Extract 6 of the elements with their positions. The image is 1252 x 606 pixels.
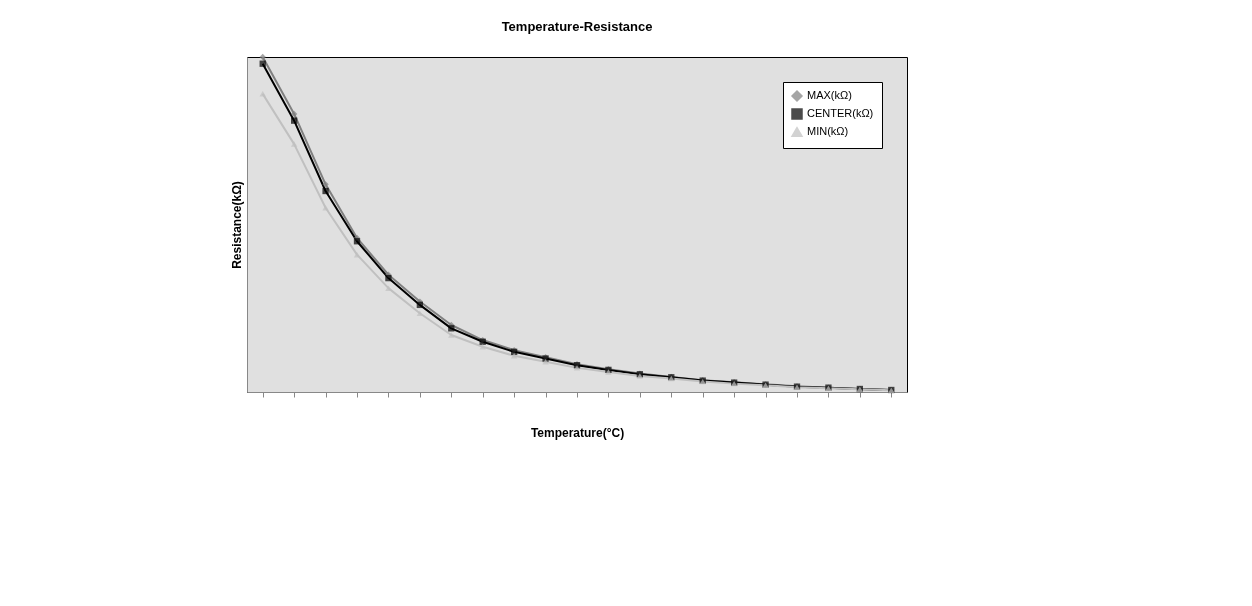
x-axis-title: Temperature(°C) [530, 426, 625, 440]
chart-title: Temperature-Resistance [501, 18, 653, 34]
legend-label: CENTER(kΩ) [807, 107, 874, 119]
legend-label: MIN(kΩ) [807, 125, 849, 137]
y-axis-title: Resistance(kΩ) [229, 181, 244, 269]
legend-label: MAX(kΩ) [807, 89, 852, 101]
